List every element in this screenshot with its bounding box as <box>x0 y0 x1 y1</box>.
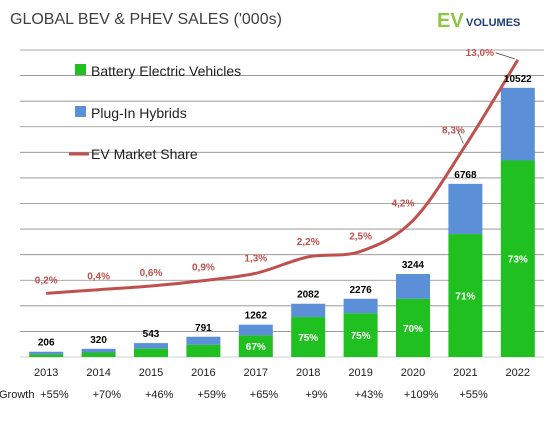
x-tick-label: 2021 <box>453 367 477 379</box>
legend: Battery Electric Vehicles Plug-In Hybrid… <box>69 63 241 162</box>
x-axis: 2013 2014 2015 2016 2017 2018 2019 2020 2021 2022… <box>34 367 530 401</box>
bar-bev <box>500 160 535 357</box>
growth-label: +70% <box>93 389 122 401</box>
share-label: 0,6% <box>140 268 163 279</box>
brand-logo: EV VOLUMES <box>437 10 520 32</box>
brand-logo-ev: EV <box>437 10 464 32</box>
growth-label: +46% <box>145 389 174 401</box>
growth-label: +109% <box>404 389 439 401</box>
x-tick-label: 2018 <box>296 367 320 379</box>
share-label: 8,3% <box>442 126 465 137</box>
growth-label: +65% <box>250 389 279 401</box>
share-label: 0,2% <box>35 275 58 286</box>
bar-bev <box>448 234 483 357</box>
legend-swatch-bev <box>75 64 86 75</box>
x-tick-label: 2016 <box>191 367 215 379</box>
x-tick-label: 2015 <box>139 367 163 379</box>
bar-phev <box>186 336 221 345</box>
share-label: 13,0% <box>466 48 494 59</box>
bar-total-label: 10522 <box>504 74 532 85</box>
bar-total-label: 320 <box>90 335 107 346</box>
bar-phev <box>29 351 64 355</box>
bar-phev <box>396 274 430 299</box>
growth-label: +55% <box>459 389 488 401</box>
bar-total-label: 206 <box>38 338 55 349</box>
x-tick-label: 2017 <box>244 367 268 379</box>
x-tick-label: 2020 <box>401 367 425 379</box>
bar-bev-share-label: 75% <box>298 333 318 344</box>
bars <box>29 87 535 357</box>
market-share-curve <box>46 59 520 295</box>
growth-label: +59% <box>197 389 226 401</box>
legend-label-share: EV Market Share <box>91 146 198 162</box>
share-label-leader <box>495 52 515 60</box>
bar-bev-share-label: 73% <box>508 255 528 266</box>
bar-phev <box>448 183 483 235</box>
bar-bev <box>343 313 378 357</box>
share-label: 1,3% <box>244 253 267 264</box>
bar-bev <box>81 352 116 357</box>
share-label: 2,2% <box>297 237 320 248</box>
x-tick-label: 2013 <box>34 367 58 379</box>
bar-bev-share-label: 71% <box>455 292 475 303</box>
bar-bev-share-label: 70% <box>403 324 423 335</box>
x-tick-label: 2019 <box>348 367 372 379</box>
bar-bev <box>291 317 326 357</box>
brand-logo-volumes: VOLUMES <box>466 17 520 29</box>
share-label: 0,4% <box>87 272 110 283</box>
growth-label: +9% <box>305 389 328 401</box>
legend-swatch-phev <box>75 106 86 117</box>
legend-label-bev: Battery Electric Vehicles <box>91 63 241 79</box>
bar-phev <box>81 348 116 353</box>
x-tick-label: 2022 <box>506 367 530 379</box>
bar-total-label: 1262 <box>245 311 268 322</box>
bar-bev <box>134 348 168 357</box>
bar-total-label: 6768 <box>454 170 477 181</box>
bar-phev <box>343 298 378 314</box>
bar-bev <box>186 344 221 357</box>
bar-bev-share-label: 75% <box>351 331 371 342</box>
market-share-line <box>46 59 520 295</box>
bar-total-label: 2082 <box>297 290 320 301</box>
bar-total-label: 543 <box>143 329 160 340</box>
bar-phev <box>238 324 273 336</box>
x-tick-label: 2014 <box>86 367 110 379</box>
bar-total-label: 2276 <box>349 285 372 296</box>
bar-bev <box>29 354 64 357</box>
growth-row-label: Growth <box>0 389 34 401</box>
data-labels: 206 320 543 791 1262 67% 2082 75% 2276 75% 3244 70%… <box>35 48 532 353</box>
share-label: 2,5% <box>349 231 372 242</box>
bar-phev <box>291 303 326 318</box>
growth-label: +55% <box>40 389 69 401</box>
bar-bev-share-label: 67% <box>246 342 266 353</box>
share-label-leader <box>457 129 464 144</box>
legend-label-phev: Plug-In Hybrids <box>91 105 187 121</box>
gridlines <box>20 49 544 358</box>
bar-bev <box>396 298 430 357</box>
share-label: 4,2% <box>392 198 415 209</box>
bar-total-label: 3244 <box>402 260 425 271</box>
bar-phev <box>500 87 535 161</box>
bar-bev <box>238 335 273 357</box>
bar-phev <box>134 343 168 349</box>
bar-total-label: 791 <box>195 323 212 334</box>
share-label: 0,9% <box>192 263 215 274</box>
chart-title: GLOBAL BEV & PHEV SALES ('000s) <box>10 11 282 28</box>
growth-label: +43% <box>355 389 384 401</box>
